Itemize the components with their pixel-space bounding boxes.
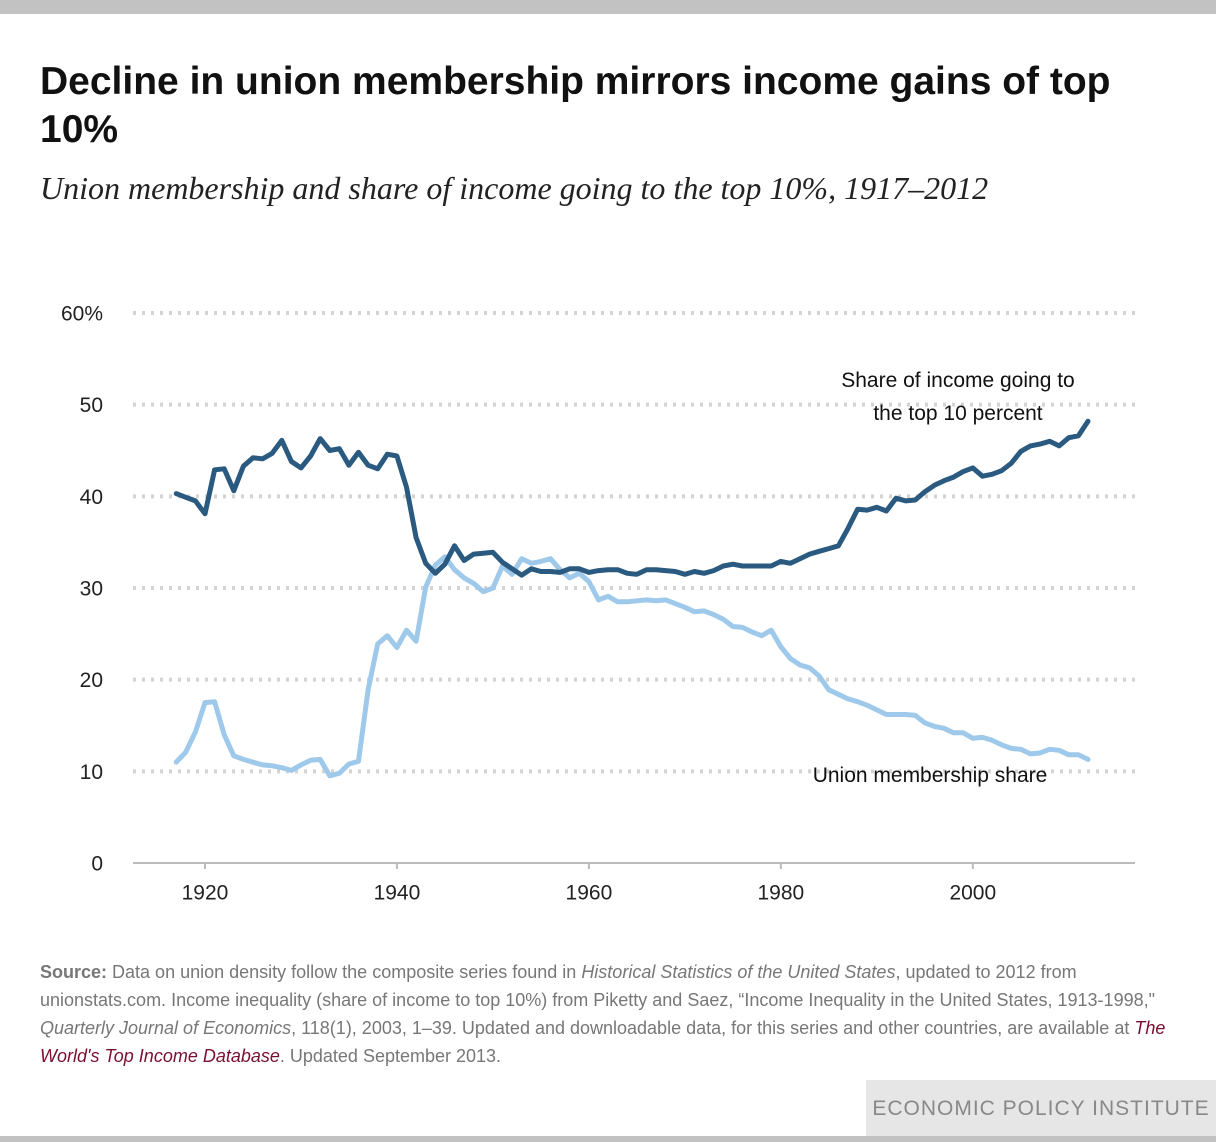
y-tick-label: 10	[80, 761, 103, 784]
source-text: . Updated September 2013.	[279, 1046, 502, 1066]
top-bar	[0, 0, 1216, 14]
credit: ECONOMIC POLICY INSTITUTE	[866, 1080, 1216, 1136]
source-text: , updated to 2012 from unionstats.com. I…	[40, 962, 1155, 1010]
x-tick-label: 1980	[757, 882, 804, 905]
chart-subtitle: Union membership and share of income goi…	[40, 170, 989, 206]
y-tick-label: 40	[80, 486, 103, 509]
chart-title: Decline in union membership mirrors inco…	[40, 60, 1111, 151]
source-link[interactable]: The World's Top Income Database	[40, 1018, 1166, 1066]
source-text: Historical Statistics of the United Stat…	[581, 962, 896, 982]
source-text: , 118(1), 2003, 1–39. Updated and downlo…	[291, 1018, 1135, 1038]
x-tick-label: 2000	[949, 882, 996, 905]
y-tick-label: 30	[80, 578, 103, 601]
series-line	[173, 418, 1091, 578]
source-label: Source:	[40, 962, 108, 982]
series-label: Union membership share	[812, 764, 1048, 787]
series-label: Share of income going to the top 10 perc…	[841, 369, 1075, 425]
x-tick-label: 1940	[374, 882, 421, 905]
source-note: Source: Data on union density follow the…	[40, 958, 1180, 1070]
x-tick-label: 1960	[566, 882, 613, 905]
y-tick-label: 60%	[61, 303, 103, 326]
y-tick-label: 20	[80, 669, 103, 692]
series-line	[173, 554, 1091, 779]
source-text: Quarterly Journal of Economics	[40, 1018, 292, 1038]
y-tick-label: 50	[80, 394, 103, 417]
bottom-bar	[0, 1136, 1216, 1142]
source-text: Data on union density follow the composi…	[107, 962, 582, 982]
x-tick-label: 1920	[182, 882, 229, 905]
y-tick-label: 0	[91, 853, 103, 876]
